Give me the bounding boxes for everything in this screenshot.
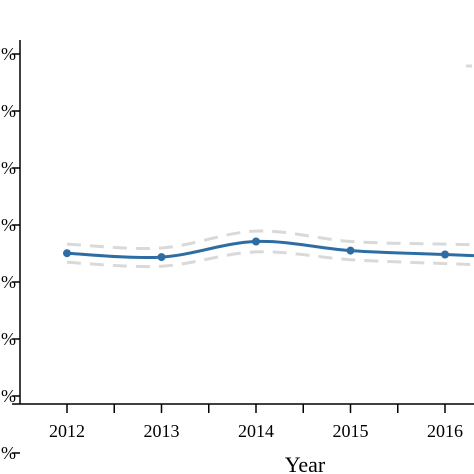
data-point [346, 246, 355, 255]
y-tick-label: % [1, 101, 16, 121]
data-point [63, 249, 71, 258]
data-point [252, 237, 260, 246]
y-tick-label: % [1, 329, 16, 349]
data-point [441, 250, 449, 259]
series-layer [63, 237, 474, 262]
x-tick-label: 2012 [49, 421, 85, 441]
x-tick-label: 2015 [333, 421, 369, 441]
y-tick-label: % [1, 386, 16, 406]
y-tick-label: % [1, 215, 16, 235]
labels: %%%%%%%% 2012 2013 2014 2015 2016 [1, 44, 463, 463]
x-axis-title: Year [285, 452, 326, 474]
axes [12, 40, 474, 454]
x-tick-label: 2016 [427, 421, 463, 441]
x-tick-label: 2013 [144, 421, 180, 441]
y-tick-label: % [1, 158, 16, 178]
data-point [157, 253, 166, 262]
confidence-band-lower [66, 250, 474, 269]
confidence-band [66, 64, 474, 269]
x-tick-label: 2014 [238, 421, 274, 441]
y-tick-label: % [1, 44, 16, 64]
y-tick-label: % [1, 272, 16, 292]
confidence-band-upper [66, 229, 474, 250]
y-tick-label: % [1, 443, 16, 463]
